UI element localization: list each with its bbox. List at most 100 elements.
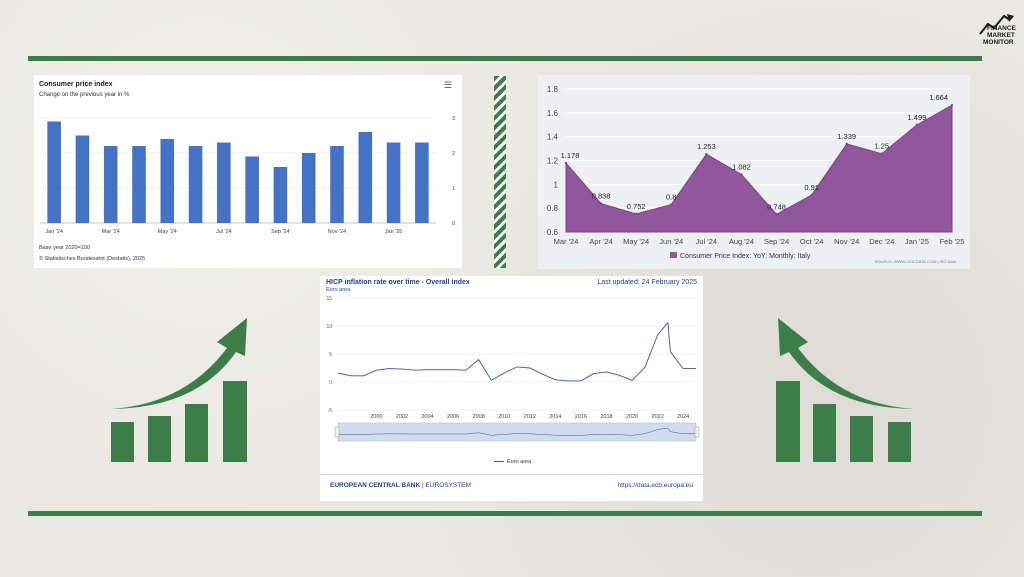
- data-point: [880, 152, 884, 155]
- x-tick-label: Mar '24: [554, 237, 579, 246]
- bar: [75, 135, 90, 223]
- eurosystem-label: | EUROSYSTEM: [421, 482, 471, 489]
- x-tick-label: 2014: [549, 414, 561, 420]
- bar: [245, 156, 259, 223]
- chart-title: HICP inflation rate over time - Overall …: [326, 279, 470, 286]
- data-point: [670, 203, 673, 206]
- x-tick-label: 2004: [421, 414, 433, 420]
- decline-chart-arrow-icon: [776, 318, 914, 462]
- data-point: [950, 104, 954, 107]
- x-tick-label: Feb '25: [940, 237, 965, 246]
- x-tick-label: 2022: [652, 414, 664, 420]
- chart-subtitle: Euro area: [326, 287, 351, 293]
- bar: [103, 146, 118, 223]
- x-tick-label: Dec '24: [869, 237, 894, 246]
- x-tick-label: Jun '24: [659, 237, 683, 246]
- data-label: 0.91: [804, 183, 819, 192]
- legend-label: Euro area: [507, 459, 532, 465]
- data-label: 0.8: [666, 193, 676, 202]
- x-tick-label: 2024: [677, 414, 689, 420]
- line-series: [337, 321, 696, 382]
- legend-swatch: [670, 252, 677, 258]
- data-point: [915, 123, 919, 127]
- x-tick-label: 2010: [498, 414, 510, 420]
- navigator-handle-right: [694, 426, 700, 438]
- y-tick-label: 1.6: [547, 109, 559, 118]
- data-label: 0.752: [627, 202, 646, 211]
- y-tick-label: 2: [452, 151, 455, 157]
- x-tick-label: 2002: [396, 414, 408, 420]
- chart-footer-source: © Statistisches Bundesamt (Destatis), 20…: [39, 256, 146, 262]
- data-label: 1.082: [732, 163, 751, 172]
- bar: [358, 132, 373, 223]
- data-point: [740, 173, 743, 176]
- line-chart-svg: 15 10 5 0 -5 2000 2002 2004 2006 2008 2010 2012 2014…: [326, 296, 700, 442]
- data-label: 0.748: [767, 202, 786, 211]
- hamburger-menu-icon[interactable]: ☰: [443, 80, 452, 90]
- growth-chart-arrow-up-icon: [111, 318, 247, 462]
- data-point: [705, 152, 708, 156]
- data-point: [775, 213, 778, 216]
- data-point: [634, 212, 638, 216]
- data-label: 1.253: [697, 142, 716, 151]
- top-divider: [28, 56, 982, 61]
- y-tick-label: 1.8: [547, 85, 559, 94]
- y-tick-label: 5: [329, 352, 332, 358]
- data-label: 1.339: [837, 132, 856, 141]
- ecb-url-link[interactable]: https://data.ecb.europa.eu: [617, 482, 693, 489]
- y-tick-label: 0: [452, 221, 455, 227]
- x-tick-label: May '24: [623, 237, 649, 246]
- bar: [273, 167, 288, 223]
- x-tick-label: Jul '24: [216, 229, 232, 235]
- data-point: [845, 142, 848, 146]
- footer-separator: [320, 474, 703, 475]
- x-tick-label: Apr '24: [589, 237, 613, 246]
- chart-legend: Euro area: [494, 459, 531, 465]
- data-label: 1.664: [929, 93, 948, 102]
- bar: [330, 146, 344, 223]
- x-tick-label: 2008: [473, 414, 485, 420]
- x-tick-label: Sep '24: [764, 237, 789, 246]
- x-tick-label: Jul '24: [696, 237, 717, 246]
- bar: [386, 142, 401, 223]
- svg-text:FINANCE: FINANCE: [987, 25, 1017, 32]
- chart-title: Consumer price index: [39, 81, 113, 88]
- x-tick-label: Mar '24: [102, 229, 120, 235]
- y-tick-label: 1.4: [547, 133, 559, 142]
- x-tick-label: 2000: [370, 414, 382, 420]
- legend-swatch: [494, 460, 504, 463]
- svg-text:MONITOR: MONITOR: [983, 39, 1014, 46]
- area-chart-svg: 0.6 0.8 1 1.2 1.4 1.6 1.8 1.178 Mar '24 0.838 Apr …: [538, 75, 970, 269]
- svg-text:MARKET: MARKET: [987, 32, 1015, 39]
- x-tick-label: Nov '24: [834, 237, 859, 246]
- bottom-divider: [28, 511, 982, 516]
- source-label: SOURCE: WWW.CEICDATA.COM | ISO Data: [875, 259, 957, 264]
- ecb-name: EUROPEAN CENTRAL BANK: [330, 482, 421, 489]
- striped-divider: [494, 76, 506, 268]
- x-tick-label: Jan '25: [905, 237, 929, 246]
- y-tick-label: 0.8: [547, 204, 559, 213]
- x-tick-label: Nov '24: [328, 229, 346, 235]
- bar: [217, 142, 231, 223]
- y-tick-label: 0.6: [547, 228, 559, 237]
- data-point: [564, 161, 568, 165]
- legend-label: Consumer Price Index: YoY: Monthly: Ital…: [680, 253, 811, 260]
- data-label: 1.499: [908, 113, 927, 122]
- bar: [415, 142, 429, 223]
- x-tick-label: Sep '24: [271, 229, 289, 235]
- logo-chart-icon: FINANCE MARKET MONITOR: [979, 14, 1017, 46]
- y-tick-label: 1.2: [547, 157, 559, 166]
- data-label: 1.178: [561, 151, 580, 160]
- y-tick-label: 0: [329, 380, 332, 386]
- x-tick-label: Oct '24: [800, 237, 824, 246]
- germany-cpi-chart-panel: Consumer price index Change on the previ…: [34, 75, 462, 268]
- y-tick-label: 10: [326, 324, 332, 330]
- data-point: [810, 193, 813, 197]
- bar-chart-svg: 0 1 2 3 Jan '24 Mar '24 May '24 Jul '24 Sep '24 N…: [40, 116, 455, 235]
- x-tick-label: Jan '24: [45, 229, 63, 235]
- x-tick-label: 2006: [447, 414, 459, 420]
- finance-market-monitor-logo: FINANCE MARKET MONITOR: [978, 12, 1020, 48]
- navigator-handle-left: [334, 426, 340, 438]
- x-tick-label: 2020: [626, 414, 638, 420]
- ecb-hicp-chart-panel: HICP inflation rate over time - Overall …: [320, 276, 703, 501]
